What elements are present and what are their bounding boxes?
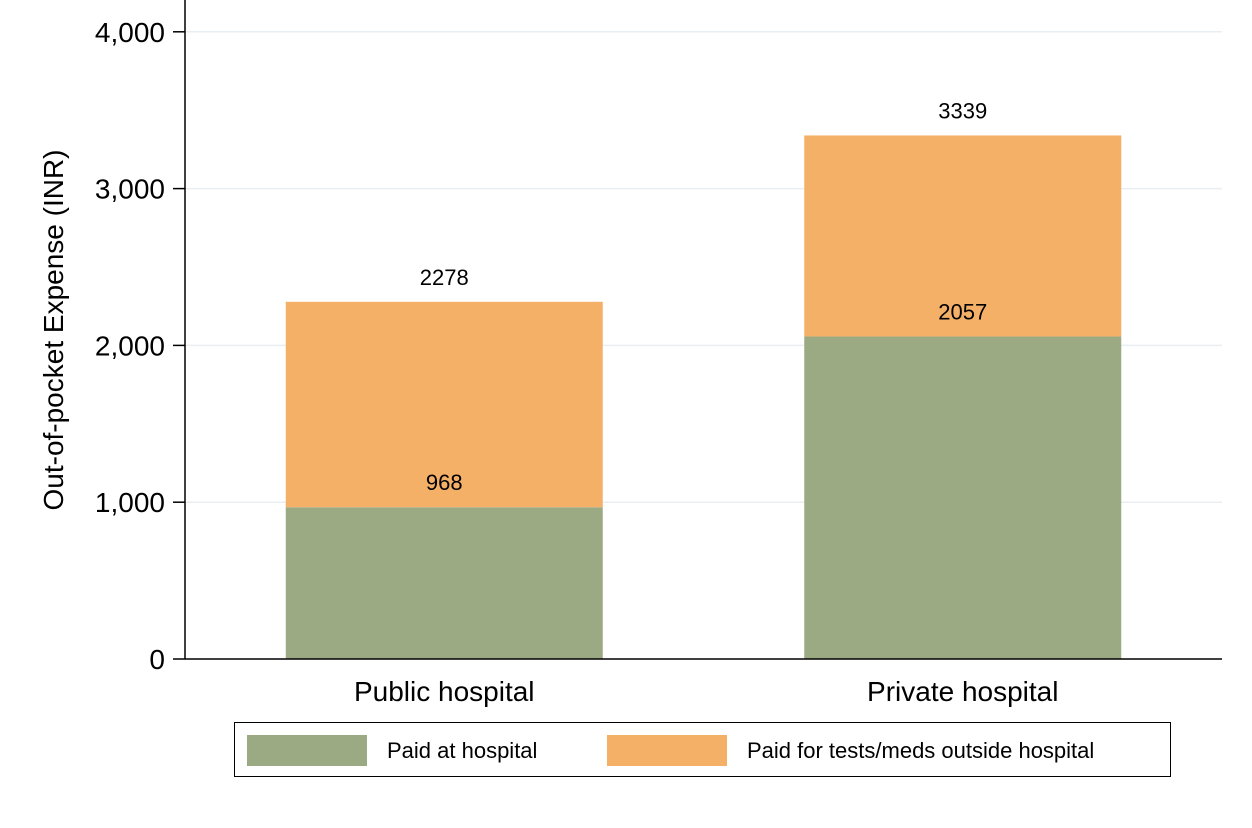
y-tick-label: 2,000	[95, 330, 165, 361]
bar-segment-paid-outside	[804, 135, 1122, 337]
axes	[184, 0, 1222, 660]
y-tick-label: 0	[149, 644, 165, 675]
y-ticks: 0 1,000 2,000 3,000 4,000	[95, 17, 185, 675]
data-labels: 968 2278 2057 3339	[420, 98, 987, 495]
bar-segment-paid-at-hospital	[285, 507, 603, 659]
y-axis-title: Out-of-pocket Expense (INR)	[38, 149, 69, 510]
bars	[285, 135, 1122, 659]
legend-swatch-paid-at-hospital	[247, 735, 367, 766]
bar-segment-paid-at-hospital	[804, 336, 1122, 659]
x-tick-label: Private hospital	[867, 676, 1058, 707]
legend: Paid at hospital Paid for tests/meds out…	[234, 722, 1171, 777]
bar-segment-paid-outside	[285, 301, 603, 508]
total-value-label: 2278	[420, 265, 469, 290]
legend-label-paid-outside: Paid for tests/meds outside hospital	[747, 737, 1095, 763]
x-tick-labels: Public hospital Private hospital	[354, 676, 1059, 707]
segment-value-label: 968	[426, 470, 463, 495]
segment-value-label: 2057	[938, 299, 987, 324]
legend-item-paid-outside: Paid for tests/meds outside hospital	[607, 735, 1094, 766]
y-tick-label: 1,000	[95, 487, 165, 518]
legend-swatch-paid-outside	[607, 735, 727, 766]
y-tick-label: 3,000	[95, 174, 165, 205]
legend-item-paid-at-hospital: Paid at hospital	[247, 735, 537, 766]
legend-label-paid-at-hospital: Paid at hospital	[387, 737, 538, 763]
x-tick-label: Public hospital	[354, 676, 535, 707]
y-tick-label: 4,000	[95, 17, 165, 48]
total-value-label: 3339	[938, 98, 987, 123]
